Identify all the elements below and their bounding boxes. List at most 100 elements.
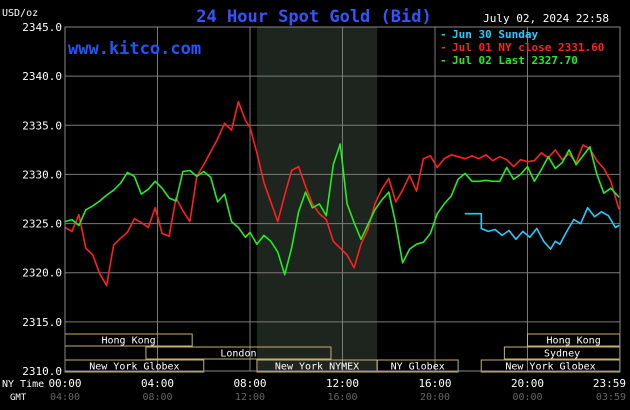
series-point-2	[277, 251, 279, 253]
series-point-1	[582, 144, 584, 146]
series-point-1	[298, 166, 300, 168]
series-point-1	[429, 155, 431, 157]
series-point-1	[106, 284, 108, 287]
series-point-2	[175, 200, 177, 202]
x-tick-label-ny: 08:00	[233, 377, 266, 390]
series-point-1	[147, 226, 149, 229]
series-point-1	[436, 166, 438, 169]
session-label: NY Globex	[391, 362, 445, 373]
series-point-1	[395, 201, 397, 203]
series-point-1	[284, 194, 286, 196]
series-point-0	[554, 240, 556, 242]
series-point-1	[92, 254, 94, 256]
series-point-0	[508, 229, 510, 232]
session-label: Hong Kong	[547, 336, 601, 347]
series-point-1	[325, 219, 327, 221]
series-point-1	[381, 188, 383, 190]
series-point-2	[478, 180, 480, 182]
series-point-2	[92, 205, 94, 207]
series-point-1	[237, 101, 239, 103]
x-tick-label-ny: 04:00	[141, 377, 174, 390]
x-tick-label-ny: 20:00	[511, 377, 544, 390]
series-point-0	[522, 230, 524, 232]
series-point-1	[513, 166, 515, 168]
session-label: Sydney	[544, 349, 580, 360]
series-point-0	[464, 213, 466, 215]
series-point-0	[559, 243, 561, 245]
series-point-2	[374, 209, 376, 211]
series-point-0	[573, 219, 575, 221]
y-tick-label: 2315.0	[22, 316, 62, 329]
series-point-1	[99, 273, 101, 275]
legend-dash: -	[440, 54, 447, 67]
series-point-1	[443, 158, 445, 160]
series-point-2	[429, 232, 431, 234]
series-point-2	[217, 201, 219, 203]
series-point-2	[99, 200, 101, 202]
series-point-0	[543, 240, 545, 242]
series-point-2	[506, 166, 508, 169]
chart-title: 24 Hour Spot Gold (Bid)	[196, 7, 431, 27]
series-point-1	[402, 189, 404, 191]
series-point-2	[196, 175, 198, 177]
highlight-band	[256, 27, 378, 371]
series-point-2	[291, 247, 293, 249]
series-point-2	[325, 215, 327, 217]
series-point-2	[147, 188, 149, 190]
series-point-2	[547, 156, 549, 158]
series-point-2	[256, 243, 258, 245]
series-point-2	[568, 149, 570, 151]
series-point-2	[596, 173, 598, 175]
series-point-2	[85, 209, 87, 211]
x-tick-label-gmt: 20:00	[420, 392, 450, 403]
series-point-1	[168, 235, 170, 237]
series-point-1	[618, 208, 620, 210]
series-point-1	[568, 153, 570, 155]
series-point-0	[566, 230, 568, 232]
series-point-1	[71, 230, 73, 232]
x-tick-label-gmt: 04:00	[50, 392, 80, 403]
series-point-2	[168, 197, 170, 199]
series-point-2	[298, 211, 300, 213]
series-point-2	[471, 180, 473, 182]
series-point-1	[119, 237, 122, 239]
series-point-1	[161, 232, 163, 234]
series-point-1	[277, 221, 279, 223]
series-point-1	[485, 154, 487, 156]
series-point-2	[409, 248, 411, 250]
series-point-2	[395, 223, 397, 225]
series-point-1	[249, 126, 251, 128]
series-point-2	[402, 262, 404, 264]
series-point-2	[520, 173, 522, 175]
series-point-1	[230, 129, 233, 131]
series-point-2	[78, 224, 80, 227]
series-point-1	[533, 160, 536, 162]
series-point-1	[603, 167, 605, 170]
series-point-1	[291, 169, 293, 172]
x-tick-label-ny: 00:00	[48, 377, 81, 390]
series-point-2	[113, 189, 115, 191]
plot-border	[64, 26, 621, 372]
series-point-0	[607, 215, 610, 217]
series-point-2	[582, 155, 584, 157]
series-point-1	[318, 213, 320, 215]
series-layer	[64, 100, 620, 287]
series-point-1	[203, 164, 205, 166]
series-point-1	[78, 214, 80, 216]
y-tick-label: 2340.0	[22, 70, 62, 83]
legend-entry: Jul 01 NY close 2331.60	[452, 41, 604, 54]
series-point-2	[126, 171, 128, 174]
series-point-2	[575, 164, 577, 166]
series-point-1	[217, 138, 219, 140]
series-point-2	[210, 176, 212, 178]
plot-area	[256, 27, 378, 371]
series-point-1	[133, 218, 135, 220]
series-point-1	[374, 203, 376, 205]
session-label: Hong Kong	[102, 336, 156, 347]
series-point-1	[450, 154, 452, 156]
series-point-1	[540, 152, 543, 154]
series-point-2	[318, 203, 320, 205]
x-tick-label-gmt: 08:00	[142, 392, 172, 403]
series-point-0	[480, 213, 482, 215]
series-point-1	[499, 156, 501, 158]
